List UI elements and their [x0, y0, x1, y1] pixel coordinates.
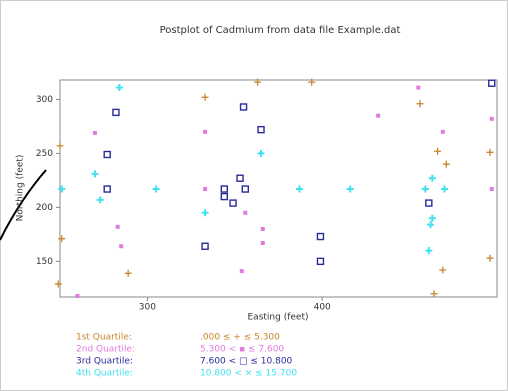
point — [103, 185, 111, 193]
legend-range: 5.300 < ▪ ≤ 7.600 — [200, 345, 284, 355]
point — [229, 199, 237, 207]
point — [92, 130, 97, 135]
point — [428, 174, 436, 182]
point — [103, 150, 111, 159]
point — [58, 185, 66, 193]
point — [488, 79, 496, 87]
point — [486, 148, 494, 156]
point — [239, 269, 244, 274]
point — [427, 221, 435, 229]
point — [295, 185, 303, 193]
legend-label: 1st Quartile: — [76, 333, 132, 343]
legend-range: 10.800 < × ≤ 15.700 — [200, 369, 297, 379]
legend-range: 7.600 < □ ≤ 10.800 — [200, 357, 293, 367]
x-tick-label: 300 — [139, 303, 156, 313]
point — [201, 209, 209, 217]
point — [220, 185, 229, 193]
legend-range: .000 ≤ + ≤ 5.300 — [200, 333, 280, 343]
x-tick-label: 400 — [314, 303, 331, 313]
point — [376, 113, 381, 118]
point — [239, 103, 248, 111]
point — [91, 170, 99, 178]
point — [203, 187, 208, 192]
point — [430, 290, 438, 298]
point — [442, 160, 450, 168]
point — [421, 185, 429, 193]
point — [54, 280, 62, 288]
point — [489, 116, 494, 121]
point — [241, 185, 249, 193]
point — [115, 84, 123, 92]
x-axis-label: Easting (feet) — [248, 313, 309, 323]
point — [439, 266, 447, 274]
point — [346, 185, 354, 193]
point — [119, 244, 124, 249]
point — [441, 185, 449, 193]
point — [416, 100, 424, 108]
point — [124, 269, 132, 277]
point — [236, 174, 244, 182]
point — [243, 210, 248, 215]
point — [425, 199, 433, 207]
point — [257, 149, 265, 157]
point — [115, 224, 120, 229]
point — [316, 257, 325, 266]
point — [486, 254, 494, 262]
point — [316, 232, 325, 241]
chart-title: Postplot of Cadmium from data file Examp… — [160, 25, 401, 36]
y-tick-label: 150 — [36, 257, 53, 267]
y-tick-label: 200 — [36, 203, 53, 213]
point — [220, 192, 229, 201]
point — [440, 129, 445, 134]
y-tick-label: 300 — [36, 95, 53, 105]
y-axis-label: Northing (feet) — [16, 155, 26, 222]
point — [203, 129, 208, 134]
point — [434, 147, 442, 155]
legend-label: 2nd Quartile: — [76, 345, 135, 355]
point — [58, 235, 66, 243]
point — [112, 108, 120, 117]
point — [425, 247, 433, 255]
point — [152, 185, 160, 193]
point — [260, 226, 265, 231]
point — [201, 93, 209, 101]
point — [308, 78, 316, 86]
point — [416, 85, 421, 90]
point — [56, 142, 64, 150]
point — [428, 214, 436, 222]
point — [257, 125, 265, 134]
legend-label: 3rd Quartile: — [76, 357, 133, 367]
point — [489, 187, 494, 192]
point — [254, 78, 262, 86]
y-tick-label: 250 — [36, 149, 53, 159]
legend-label: 4th Quartile: — [76, 369, 133, 379]
point — [75, 293, 80, 298]
point — [201, 242, 209, 250]
point — [260, 241, 265, 246]
callout-line — [0, 169, 47, 241]
point — [96, 196, 104, 204]
